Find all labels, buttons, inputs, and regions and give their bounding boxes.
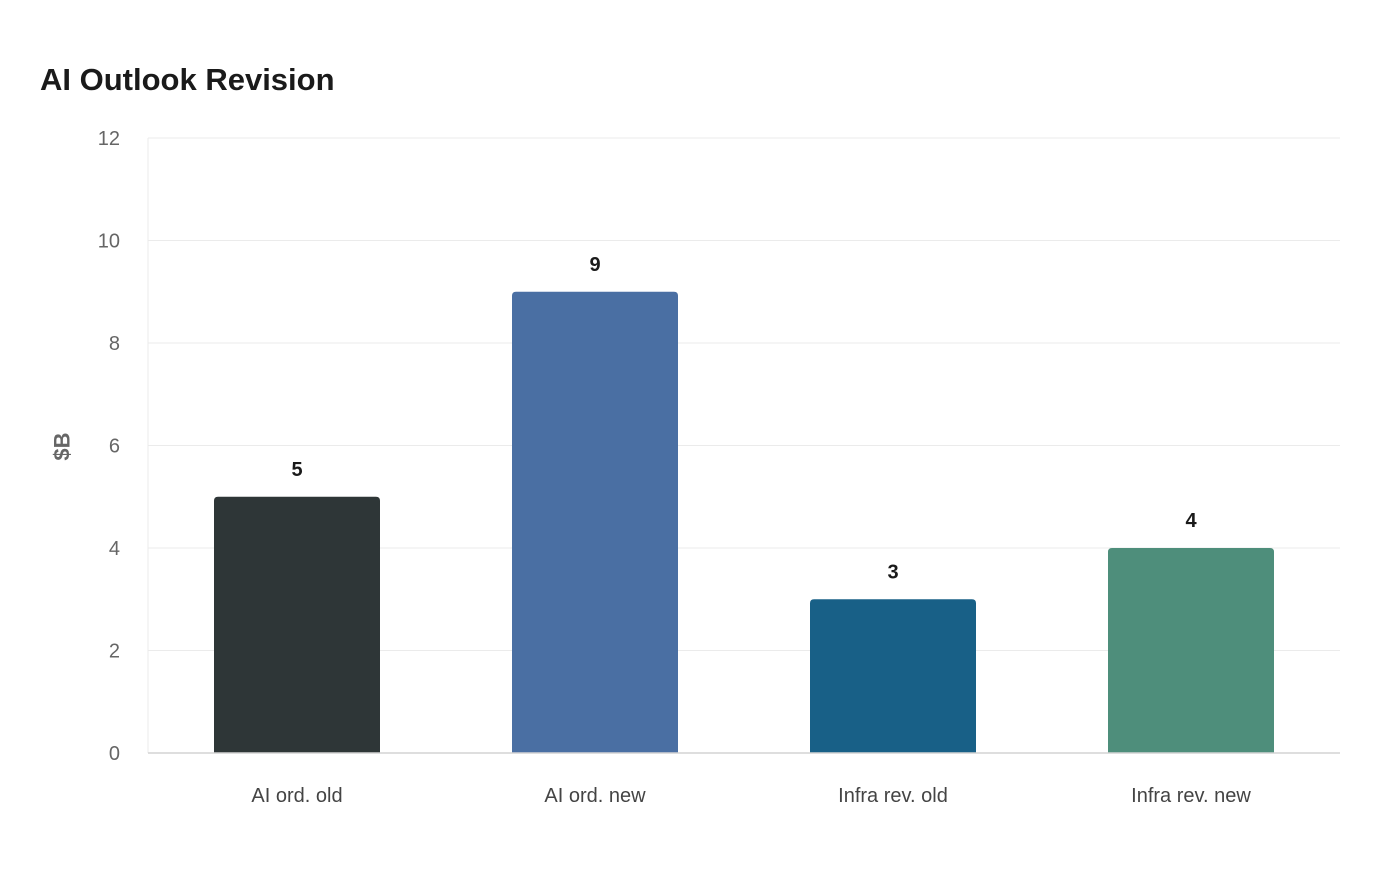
y-tick-label: 12: [98, 128, 120, 150]
x-tick-label: Infra rev. new: [1131, 785, 1251, 807]
chart-title: AI Outlook Revision: [40, 62, 335, 97]
x-tick-label: AI ord. new: [544, 785, 646, 807]
x-tick-label: AI ord. old: [251, 785, 342, 807]
bar-ai-ord-new: [512, 291, 678, 753]
bar-infra-rev-new: [1108, 548, 1274, 753]
y-tick-label: 2: [109, 641, 120, 663]
data-label: 5: [291, 459, 302, 481]
bar-infra-rev-old: [810, 599, 976, 753]
bar-ai-ord-old: [214, 496, 380, 753]
data-label: 3: [887, 561, 898, 583]
y-tick-label: 4: [109, 538, 120, 560]
y-tick-label: 0: [109, 743, 120, 765]
bars: [214, 291, 1274, 753]
axes: 0 2 4 6 8 10 12 AI ord. old AI ord. new Infra rev…: [98, 128, 1340, 807]
x-tick-label: Infra rev. old: [838, 785, 948, 807]
data-labels: 5 9 3 4: [291, 254, 1197, 584]
y-tick-label: 8: [109, 333, 120, 355]
y-axis-label: $B: [50, 432, 75, 460]
y-tick-label: 6: [109, 436, 120, 458]
data-label: 9: [589, 254, 600, 276]
data-label: 4: [1185, 510, 1197, 532]
y-tick-label: 10: [98, 231, 120, 253]
